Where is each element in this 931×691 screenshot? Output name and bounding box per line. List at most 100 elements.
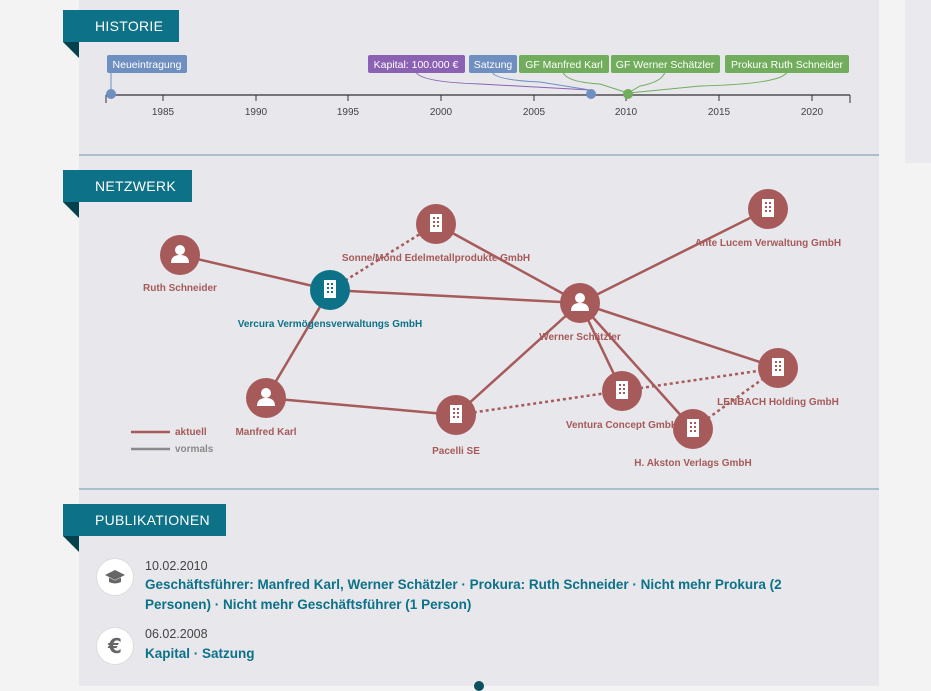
section-title-historie: HISTORIE — [95, 18, 164, 34]
network-legend: aktuell vormals — [131, 427, 214, 455]
node-lenbach-holding[interactable]: LENBACH Holding GmbH — [717, 348, 839, 408]
event-text: Satzung — [474, 59, 513, 71]
euro-glyph: € — [108, 634, 122, 658]
section-divider — [79, 488, 879, 490]
section-tag-publikationen: PUBLIKATIONEN — [63, 504, 226, 552]
section-tag-netzwerk: NETZWERK — [63, 170, 192, 218]
building-icon — [762, 199, 774, 217]
publication-date: 06.02.2008 — [145, 627, 208, 641]
building-icon — [616, 381, 628, 399]
building-icon — [772, 358, 784, 376]
legend-label-former: vormals — [175, 444, 214, 455]
node-label: Ruth Schneider — [143, 283, 217, 294]
tick-label-1995: 1995 — [337, 107, 360, 118]
tag-fold — [63, 42, 79, 58]
edges-current — [179, 207, 779, 430]
tag-fold — [63, 202, 79, 218]
event-label-prokura-ruth-schneider[interactable]: Prokura Ruth Schneider — [725, 55, 849, 73]
node-ante-lucem[interactable]: Ante Lucem Verwaltung GmbH — [695, 189, 841, 249]
node-h-akston-verlags[interactable]: H. Akston Verlags GmbH — [634, 409, 752, 469]
event-label-neueintragung[interactable]: Neueintragung — [107, 55, 187, 73]
edge — [579, 301, 779, 370]
edge — [455, 302, 581, 416]
tick-label-1990: 1990 — [245, 107, 268, 118]
event-label-gf-werner-schaetzler[interactable]: GF Werner Schätzler — [611, 55, 720, 73]
tick-mark-2015: 2015 — [708, 95, 731, 118]
tag-fold — [63, 536, 79, 552]
event-connector — [491, 71, 591, 91]
node-label: Pacelli SE — [432, 446, 480, 457]
publication-link[interactable]: Kapital · Satzung — [145, 646, 255, 661]
tick-mark-1995: 1995 — [337, 95, 360, 118]
edge — [265, 396, 457, 417]
section-title-netzwerk: NETZWERK — [95, 178, 176, 194]
edge — [329, 288, 581, 305]
tick-mark-2000: 2000 — [430, 95, 453, 118]
sidebar-card — [905, 0, 931, 163]
tick-label-2000: 2000 — [430, 107, 453, 118]
tick-label-2020: 2020 — [801, 107, 824, 118]
edge — [179, 253, 331, 292]
node-label: LENBACH Holding GmbH — [717, 397, 839, 408]
network-graph: Ruth Schneider Vercura Vermögensverwaltu… — [131, 189, 841, 469]
event-connector — [627, 71, 788, 94]
node-sonne-mond[interactable]: Sonne/Mond Edelmetallprodukte GmbH — [342, 204, 530, 264]
node-manfred-karl[interactable]: Manfred Karl — [235, 378, 297, 438]
event-connector — [627, 71, 666, 94]
edge-dotted — [329, 222, 437, 292]
event-connector — [562, 71, 629, 94]
euro-icon: € — [96, 627, 134, 665]
node-pacelli-se[interactable]: Pacelli SE — [432, 395, 480, 457]
event-text: GF Manfred Karl — [525, 59, 603, 71]
event-point-2008[interactable] — [586, 89, 596, 99]
node-label: Werner Schätzler — [539, 332, 621, 343]
event-text: GF Werner Schätzler — [616, 59, 715, 71]
event-text: Prokura Ruth Schneider — [731, 59, 844, 71]
tick-label-2010: 2010 — [615, 107, 638, 118]
person-icon — [257, 388, 275, 406]
building-icon — [450, 405, 462, 423]
tick-mark-2005: 2005 — [523, 95, 546, 118]
event-connector — [415, 71, 591, 91]
node-ventura-concept[interactable]: Ventura Concept GmbH — [566, 371, 678, 431]
tick-label-1985: 1985 — [152, 107, 175, 118]
event-label-satzung[interactable]: Satzung — [469, 55, 517, 73]
edge — [579, 302, 694, 430]
event-text: Neueintragung — [113, 59, 182, 71]
node-ruth-schneider[interactable]: Ruth Schneider — [143, 235, 217, 294]
tick-mark-1985: 1985 — [152, 95, 175, 118]
section-divider — [79, 154, 879, 156]
event-point-neueintragung[interactable] — [106, 89, 116, 99]
event-label-kapital[interactable]: Kapital: 100.000 € — [368, 55, 465, 73]
node-label: Ventura Concept GmbH — [566, 420, 678, 431]
building-icon — [430, 214, 442, 232]
scroll-indicator[interactable] — [474, 681, 484, 691]
building-icon — [324, 280, 336, 298]
event-label-gf-manfred-karl[interactable]: GF Manfred Karl — [519, 55, 609, 73]
timeline-chart: 1985 1990 1995 2000 2005 2010 2015 2020 … — [105, 55, 851, 118]
node-label: Vercura Vermögensverwaltungs GmbH — [238, 319, 423, 330]
node-vercura[interactable]: Vercura Vermögensverwaltungs GmbH — [238, 270, 423, 330]
building-icon — [687, 419, 699, 437]
section-tag-historie: HISTORIE — [63, 10, 180, 58]
edge — [264, 289, 332, 399]
tick-label-2005: 2005 — [523, 107, 546, 118]
event-text: Kapital: 100.000 € — [374, 59, 459, 71]
node-label: H. Akston Verlags GmbH — [634, 458, 751, 469]
edge — [579, 207, 769, 305]
graduation-cap-icon — [96, 558, 134, 596]
tick-mark-2020: 2020 — [801, 95, 824, 118]
node-werner-schaetzler[interactable]: Werner Schätzler — [539, 283, 621, 343]
tick-label-2015: 2015 — [708, 107, 731, 118]
publication-link[interactable]: Geschäftsführer: Manfred Karl, Werner Sc… — [145, 577, 782, 612]
person-icon — [171, 245, 189, 263]
publication-date: 10.02.2010 — [145, 559, 208, 573]
edge — [435, 222, 581, 305]
legend-label-current: aktuell — [175, 427, 207, 438]
node-label: Manfred Karl — [235, 427, 296, 438]
event-point-2010[interactable] — [623, 89, 633, 99]
section-title-publikationen: PUBLIKATIONEN — [95, 512, 210, 528]
main-panel — [79, 0, 879, 686]
person-icon — [571, 293, 589, 311]
tick-mark-1990: 1990 — [245, 95, 268, 118]
